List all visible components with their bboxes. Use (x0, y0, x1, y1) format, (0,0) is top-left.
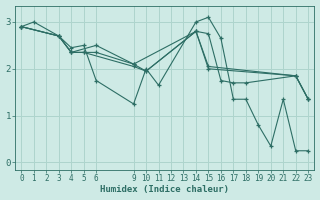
X-axis label: Humidex (Indice chaleur): Humidex (Indice chaleur) (100, 185, 229, 194)
